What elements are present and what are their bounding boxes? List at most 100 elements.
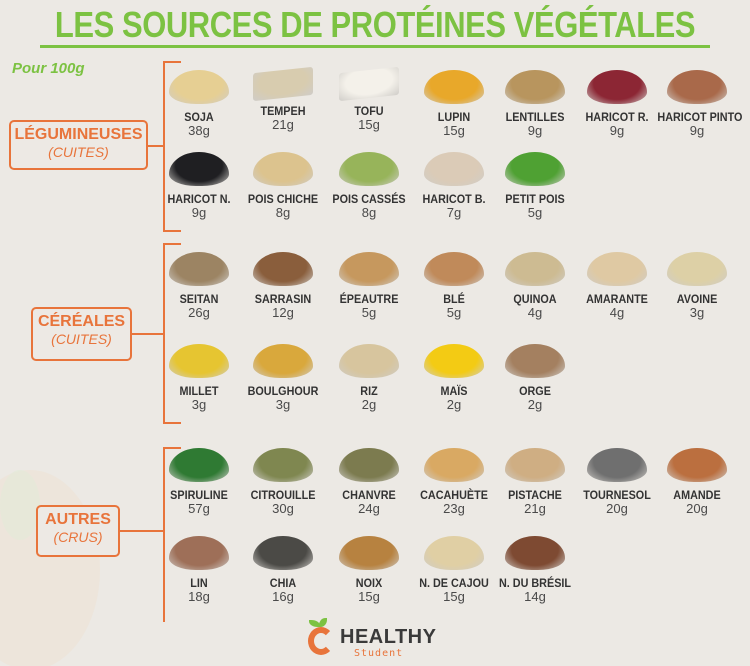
food-item: SARRASIN 12g [239, 252, 327, 320]
food-name: N. DU BRÉSIL [498, 576, 571, 590]
food-name: CITROUILLE [250, 488, 316, 502]
food-name: MAÏS [440, 384, 468, 398]
food-image [587, 252, 647, 286]
food-item: N. DE CAJOU 15g [410, 536, 498, 604]
protein-value: 18g [188, 589, 210, 604]
protein-value: 2g [446, 397, 462, 412]
food-item: POIS CASSÉS 8g [325, 152, 413, 220]
food-image [339, 536, 399, 570]
healthy-student-logo: HEALTHY Student [306, 616, 446, 662]
protein-value: 21g [524, 501, 546, 516]
food-name: POIS CASSÉS [332, 192, 406, 206]
food-name: TEMPEH [260, 104, 306, 118]
food-image [667, 70, 727, 104]
food-name: LUPIN [437, 110, 471, 124]
food-item: SPIRULINE 57g [155, 448, 243, 516]
food-item: ÉPEAUTRE 5g [325, 252, 413, 320]
protein-value: 4g [609, 305, 625, 320]
food-image [253, 448, 313, 482]
food-item: PETIT POIS 5g [491, 152, 579, 220]
food-item: BLÉ 5g [410, 252, 498, 320]
subtitle: Pour 100g [12, 60, 85, 77]
protein-value: 9g [191, 205, 207, 220]
food-name: AMARANTE [586, 292, 648, 306]
food-name: HARICOT B. [422, 192, 486, 206]
food-item: RIZ 2g [325, 344, 413, 412]
food-image [505, 70, 565, 104]
food-item: BOULGHOUR 3g [239, 344, 327, 412]
food-name: HARICOT PINTO [657, 110, 743, 124]
food-item: HARICOT R. 9g [573, 70, 661, 138]
food-image [505, 448, 565, 482]
bracket-line [163, 243, 165, 423]
category-qualifier: (CUITES) [48, 144, 109, 160]
protein-value: 21g [272, 117, 294, 132]
food-image [424, 536, 484, 570]
food-image [253, 152, 313, 186]
bracket-line [163, 61, 165, 231]
food-image [169, 448, 229, 482]
food-item: CITROUILLE 30g [239, 448, 327, 516]
food-name: CACAHUÈTE [420, 488, 488, 502]
protein-value: 15g [358, 589, 380, 604]
food-image [424, 448, 484, 482]
food-name: TOURNESOL [583, 488, 651, 502]
food-item: LENTILLES 9g [491, 70, 579, 138]
protein-value: 30g [272, 501, 294, 516]
food-image [505, 152, 565, 186]
connector-line [132, 333, 164, 335]
food-image [424, 70, 484, 104]
food-image [587, 70, 647, 104]
food-name: BLÉ [443, 292, 465, 306]
category-name: LÉGUMINEUSES [14, 126, 143, 143]
protein-value: 24g [358, 501, 380, 516]
food-item: HARICOT B. 7g [410, 152, 498, 220]
food-name: RIZ [360, 384, 378, 398]
food-image [169, 152, 229, 186]
protein-value: 3g [275, 397, 291, 412]
food-name: AMANDE [673, 488, 721, 502]
connector-line [148, 145, 164, 147]
food-name: LENTILLES [505, 110, 565, 124]
food-image [339, 448, 399, 482]
food-item: LUPIN 15g [410, 70, 498, 138]
food-name: N. DE CAJOU [419, 576, 489, 590]
food-image [253, 66, 313, 102]
protein-value: 7g [446, 205, 462, 220]
food-name: HARICOT N. [167, 192, 231, 206]
food-image [339, 252, 399, 286]
food-name: SEITAN [179, 292, 219, 306]
food-item: TOFU 15g [325, 66, 413, 132]
food-image [339, 344, 399, 378]
protein-value: 9g [527, 123, 543, 138]
bracket-bottom [163, 422, 181, 424]
food-name: CHANVRE [342, 488, 396, 502]
food-name: TOFU [354, 104, 384, 118]
food-item: MILLET 3g [155, 344, 243, 412]
category-label-cereales: CÉRÉALES (CUITES) [31, 307, 132, 361]
food-image [253, 536, 313, 570]
food-item: HARICOT N. 9g [155, 152, 243, 220]
food-image [253, 252, 313, 286]
protein-value: 8g [275, 205, 291, 220]
background-watermark-leaf [0, 470, 40, 540]
food-name: PISTACHE [508, 488, 562, 502]
food-image [169, 252, 229, 286]
food-item: CHIA 16g [239, 536, 327, 604]
protein-value: 38g [188, 123, 210, 138]
food-item: NOIX 15g [325, 536, 413, 604]
protein-value: 3g [689, 305, 705, 320]
leaf-icon [319, 618, 327, 627]
protein-value: 8g [361, 205, 377, 220]
food-name: POIS CHICHE [247, 192, 319, 206]
food-name: ÉPEAUTRE [339, 292, 399, 306]
category-name: CÉRÉALES [37, 313, 126, 330]
protein-value: 26g [188, 305, 210, 320]
food-image [505, 344, 565, 378]
connector-line [120, 530, 164, 532]
food-image [169, 70, 229, 104]
food-image [505, 252, 565, 286]
category-label-autres: AUTRES (CRUS) [36, 505, 120, 557]
protein-value: 15g [358, 117, 380, 132]
protein-value: 4g [527, 305, 543, 320]
